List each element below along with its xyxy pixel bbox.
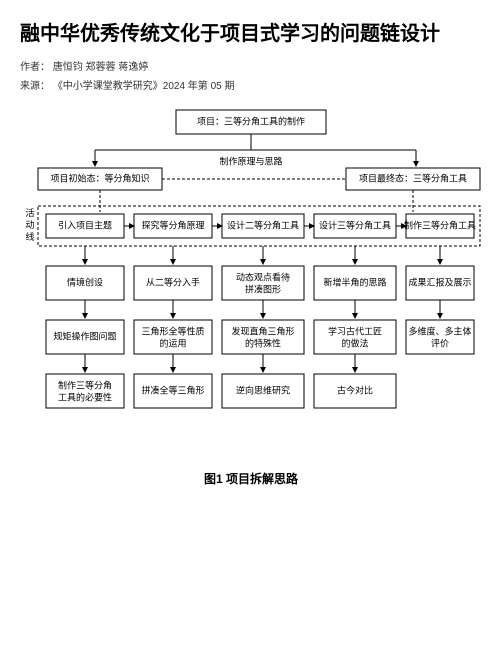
source-label: 来源： bbox=[20, 81, 50, 92]
page-title: 融中华优秀传统文化于项目式学习的问题链设计 bbox=[20, 20, 482, 48]
svg-text:逆向思维研究: 逆向思维研究 bbox=[236, 384, 290, 395]
svg-text:发现直角三角形: 发现直角三角形 bbox=[231, 325, 294, 336]
node-left-state: 项目初始态：等分角知识 bbox=[50, 172, 149, 183]
svg-text:新增半角的思路: 新增半角的思路 bbox=[323, 276, 386, 287]
svg-text:成果汇报及展示: 成果汇报及展示 bbox=[408, 276, 471, 287]
svg-text:制作三等分角工具: 制作三等分角工具 bbox=[404, 219, 476, 230]
svg-text:工具的必要性: 工具的必要性 bbox=[58, 391, 112, 402]
svg-text:规矩操作图问题: 规矩操作图问题 bbox=[53, 330, 116, 341]
svg-text:评价: 评价 bbox=[431, 338, 449, 348]
node-right-state: 项目最终态：三等分角工具 bbox=[359, 172, 467, 183]
svg-text:引入项目主题: 引入项目主题 bbox=[58, 219, 112, 230]
node-top: 项目：三等分角工具的制作 bbox=[197, 115, 305, 126]
row3: 规矩操作图问题 三角形全等性质 的运用 发现直角三角形 的特殊性 学习古代工匠 … bbox=[46, 320, 474, 354]
row4: 制作三等分角 工具的必要性 拼凑全等三角形 逆向思维研究 古今对比 bbox=[46, 374, 396, 408]
authors: 唐恒钧 郑蓉蓉 蒋逸婷 bbox=[53, 62, 149, 73]
svg-text:的特殊性: 的特殊性 bbox=[245, 337, 281, 348]
svg-text:拼凑图形: 拼凑图形 bbox=[245, 283, 281, 294]
svg-text:多维度、多主体: 多维度、多主体 bbox=[408, 325, 471, 336]
row2: 情境创设 从二等分入手 动态观点看待 拼凑图形 新增半角的思路 成果汇报及展示 bbox=[46, 266, 474, 300]
svg-text:三角形全等性质: 三角形全等性质 bbox=[141, 325, 204, 336]
svg-text:动态观点看待: 动态观点看待 bbox=[236, 271, 290, 282]
activity-row: 引入项目主题 探究等分角原理 设计二等分角工具 设计三等分角工具 制作三等分角工… bbox=[46, 214, 476, 238]
diagram-caption: 图1 项目拆解思路 bbox=[20, 470, 482, 487]
svg-text:制作三等分角: 制作三等分角 bbox=[58, 379, 112, 390]
authors-line: 作者： 唐恒钧 郑蓉蓉 蒋逸婷 bbox=[20, 58, 482, 73]
svg-text:从二等分入手: 从二等分入手 bbox=[146, 276, 200, 287]
svg-text:情境创设: 情境创设 bbox=[67, 276, 103, 287]
side-label-2: 动 bbox=[25, 220, 34, 230]
svg-text:的运用: 的运用 bbox=[159, 337, 186, 348]
side-label-3: 线 bbox=[25, 231, 34, 242]
svg-text:设计二等分角工具: 设计二等分角工具 bbox=[227, 219, 299, 230]
node-mid: 制作原理与思路 bbox=[219, 155, 282, 166]
svg-text:古今对比: 古今对比 bbox=[337, 384, 373, 395]
side-label-1: 活 bbox=[25, 207, 34, 218]
diagram: 项目：三等分角工具的制作 制作原理与思路 项目初始态：等分角知识 项目最终态：三… bbox=[20, 104, 482, 487]
authors-label: 作者： bbox=[20, 62, 50, 73]
source: 《中小学课堂教学研究》2024 年第 05 期 bbox=[53, 81, 235, 92]
flowchart-svg: 项目：三等分角工具的制作 制作原理与思路 项目初始态：等分角知识 项目最终态：三… bbox=[20, 104, 482, 464]
svg-text:设计三等分角工具: 设计三等分角工具 bbox=[319, 219, 391, 230]
svg-text:学习古代工匠: 学习古代工匠 bbox=[328, 325, 382, 336]
svg-text:的做法: 的做法 bbox=[341, 337, 368, 348]
source-line: 来源： 《中小学课堂教学研究》2024 年第 05 期 bbox=[20, 77, 482, 92]
svg-text:探究等分角原理: 探究等分角原理 bbox=[141, 219, 204, 230]
svg-text:拼凑全等三角形: 拼凑全等三角形 bbox=[141, 384, 204, 395]
